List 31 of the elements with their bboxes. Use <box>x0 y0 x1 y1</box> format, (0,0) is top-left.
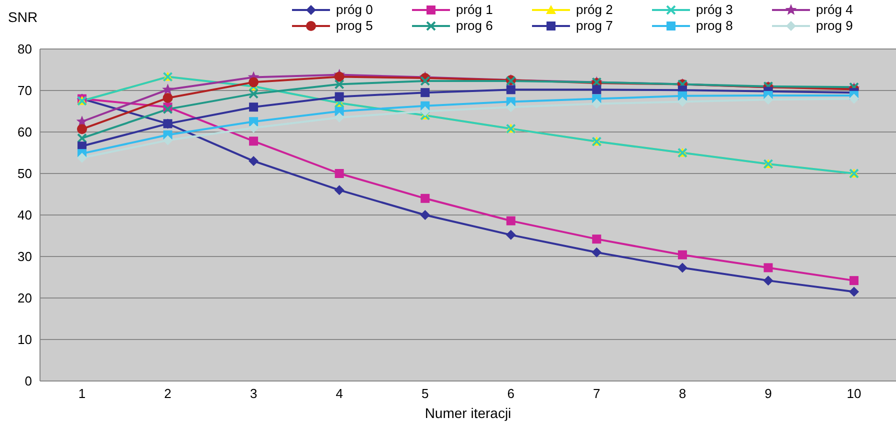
legend-label: prog 9 <box>816 18 853 34</box>
x-tick-label: 3 <box>250 386 258 402</box>
y-axis-title: SNR <box>8 9 38 25</box>
y-tick-label: 30 <box>18 249 32 264</box>
x-tick-label: 1 <box>78 386 86 402</box>
x-tick-label: 9 <box>764 386 772 402</box>
y-tick-label: 50 <box>18 166 32 182</box>
y-tick-label: 40 <box>18 208 32 223</box>
x-axis-title: Numer iteracji <box>424 405 512 421</box>
legend-label: próg 3 <box>696 2 733 18</box>
legend-label: prog 8 <box>696 18 733 34</box>
legend-label: próg 2 <box>576 2 613 18</box>
y-tick-label: 80 <box>18 42 32 57</box>
legend-label: prog 6 <box>456 18 493 34</box>
x-tick-label: 5 <box>421 386 429 402</box>
y-tick-label: 70 <box>18 83 32 98</box>
y-tick-label: 20 <box>18 290 32 306</box>
y-tick-label: 60 <box>18 124 32 140</box>
x-tick-label: 8 <box>678 386 686 402</box>
x-tick-label: 2 <box>164 386 172 402</box>
y-tick-label: 10 <box>18 332 32 348</box>
x-tick-label: 10 <box>846 386 862 402</box>
x-tick-label: 6 <box>507 386 515 402</box>
legend-label: prog 5 <box>336 18 373 34</box>
x-tick-label: 7 <box>593 386 600 402</box>
legend-label: próg 4 <box>816 2 853 18</box>
legend-label: próg 1 <box>456 2 493 18</box>
legend-label: próg 0 <box>336 2 373 18</box>
y-tick-label: 0 <box>24 374 32 389</box>
legend-label: prog 7 <box>576 18 613 34</box>
x-tick-label: 4 <box>336 386 343 402</box>
